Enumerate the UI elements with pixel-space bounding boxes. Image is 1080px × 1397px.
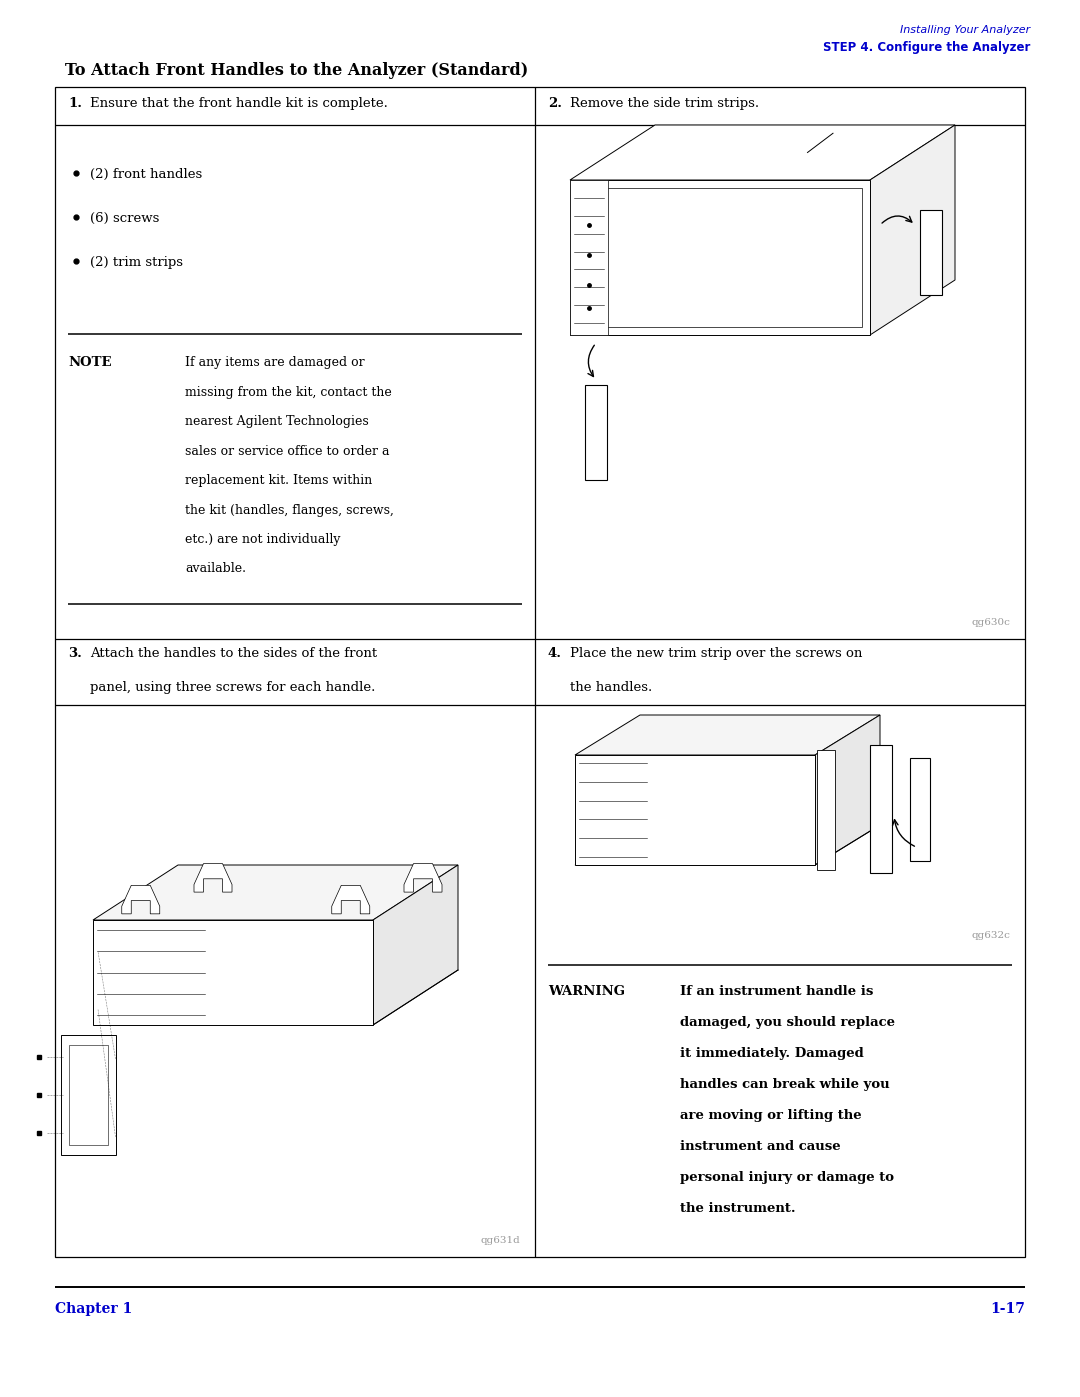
Text: 1.: 1. bbox=[68, 96, 82, 110]
Bar bbox=[570, 180, 608, 335]
Text: nearest Agilent Technologies: nearest Agilent Technologies bbox=[185, 415, 368, 427]
Text: qg631d: qg631d bbox=[481, 1236, 519, 1245]
Text: replacement kit. Items within: replacement kit. Items within bbox=[185, 474, 373, 488]
Text: (2) trim strips: (2) trim strips bbox=[90, 256, 183, 268]
Text: Ensure that the front handle kit is complete.: Ensure that the front handle kit is comp… bbox=[90, 96, 388, 110]
Polygon shape bbox=[570, 180, 870, 335]
Text: available.: available. bbox=[185, 563, 246, 576]
Text: (2) front handles: (2) front handles bbox=[90, 168, 202, 180]
Text: If any items are damaged or: If any items are damaged or bbox=[185, 356, 365, 369]
Polygon shape bbox=[122, 886, 160, 914]
Text: Remove the side trim strips.: Remove the side trim strips. bbox=[570, 96, 759, 110]
Bar bbox=[870, 745, 892, 873]
Polygon shape bbox=[373, 865, 458, 1025]
Text: the kit (handles, flanges, screws,: the kit (handles, flanges, screws, bbox=[185, 503, 394, 517]
Text: To Attach Front Handles to the Analyzer (Standard): To Attach Front Handles to the Analyzer … bbox=[65, 61, 528, 80]
Text: 1-17: 1-17 bbox=[990, 1302, 1025, 1316]
Text: qg632c: qg632c bbox=[971, 930, 1010, 940]
Text: sales or service office to order a: sales or service office to order a bbox=[185, 444, 390, 457]
Text: personal injury or damage to: personal injury or damage to bbox=[680, 1171, 894, 1185]
Text: (6) screws: (6) screws bbox=[90, 211, 160, 225]
Text: Chapter 1: Chapter 1 bbox=[55, 1302, 132, 1316]
Text: WARNING: WARNING bbox=[548, 985, 625, 997]
Polygon shape bbox=[575, 715, 880, 754]
Text: damaged, you should replace: damaged, you should replace bbox=[680, 1016, 895, 1030]
Bar bbox=[816, 750, 835, 870]
Text: Attach the handles to the sides of the front: Attach the handles to the sides of the f… bbox=[90, 647, 377, 659]
Text: handles can break while you: handles can break while you bbox=[680, 1078, 890, 1091]
Bar bbox=[910, 759, 930, 861]
Polygon shape bbox=[93, 921, 373, 1025]
Text: are moving or lifting the: are moving or lifting the bbox=[680, 1109, 862, 1122]
Text: 4.: 4. bbox=[548, 647, 562, 659]
Bar bbox=[585, 386, 607, 481]
Bar bbox=[68, 1045, 108, 1146]
Text: it immediately. Damaged: it immediately. Damaged bbox=[680, 1046, 864, 1060]
Text: panel, using three screws for each handle.: panel, using three screws for each handl… bbox=[90, 680, 376, 694]
Text: Installing Your Analyzer: Installing Your Analyzer bbox=[900, 25, 1030, 35]
Polygon shape bbox=[815, 715, 880, 865]
Bar bbox=[578, 189, 862, 327]
Polygon shape bbox=[194, 863, 232, 893]
Text: Place the new trim strip over the screws on: Place the new trim strip over the screws… bbox=[570, 647, 862, 659]
Polygon shape bbox=[575, 754, 815, 865]
Text: missing from the kit, contact the: missing from the kit, contact the bbox=[185, 386, 392, 398]
Text: STEP 4. Configure the Analyzer: STEP 4. Configure the Analyzer bbox=[823, 41, 1030, 54]
Text: If an instrument handle is: If an instrument handle is bbox=[680, 985, 874, 997]
Bar bbox=[920, 210, 942, 295]
Text: NOTE: NOTE bbox=[68, 356, 111, 369]
Bar bbox=[60, 1035, 116, 1155]
Bar bbox=[55, 87, 1025, 1257]
Text: 3.: 3. bbox=[68, 647, 82, 659]
Text: qg630c: qg630c bbox=[971, 617, 1010, 627]
Polygon shape bbox=[570, 124, 955, 180]
Polygon shape bbox=[332, 886, 369, 914]
Text: the handles.: the handles. bbox=[570, 680, 652, 694]
Text: 2.: 2. bbox=[548, 96, 562, 110]
Text: etc.) are not individually: etc.) are not individually bbox=[185, 534, 340, 546]
Text: the instrument.: the instrument. bbox=[680, 1201, 796, 1215]
Polygon shape bbox=[404, 863, 442, 893]
Polygon shape bbox=[870, 124, 955, 335]
Polygon shape bbox=[93, 865, 458, 921]
Text: instrument and cause: instrument and cause bbox=[680, 1140, 840, 1153]
